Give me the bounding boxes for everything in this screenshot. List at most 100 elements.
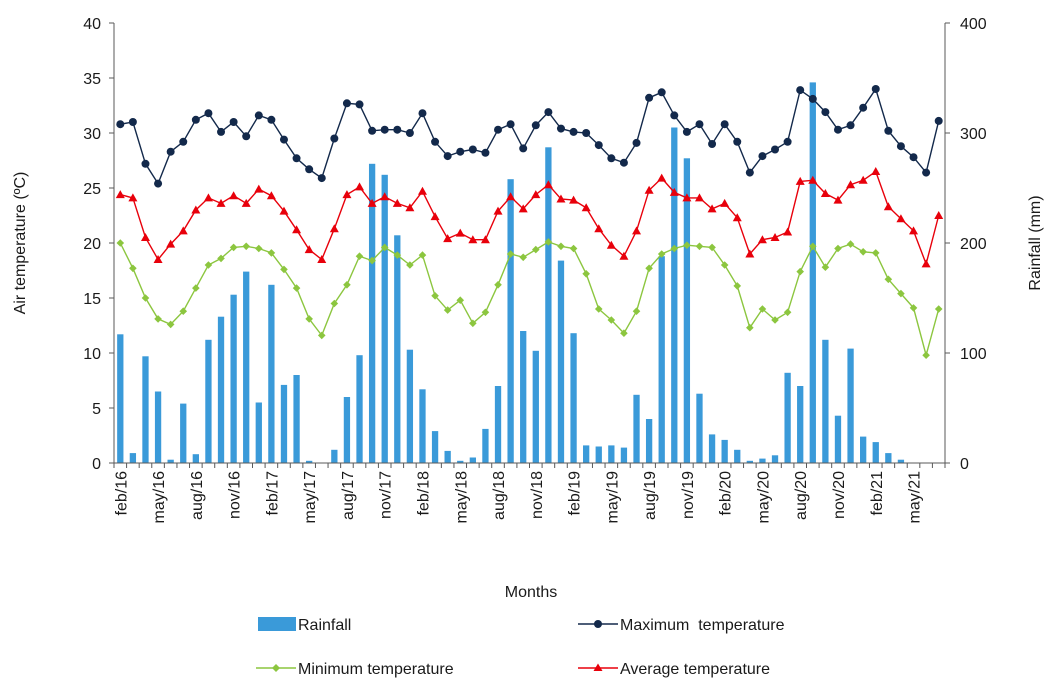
avg-temp-point (669, 187, 679, 196)
rainfall-bar (306, 460, 313, 463)
avg-temp-point (304, 245, 314, 254)
min-temp-point (330, 299, 339, 308)
max-temp-point (292, 154, 301, 163)
avg-temp-point (506, 192, 516, 201)
x-axis-title: Months (505, 584, 557, 601)
avg-temp-point (757, 235, 767, 244)
rainfall-bar (746, 460, 753, 463)
min-temp-point (796, 267, 805, 276)
avg-temp-point (921, 259, 931, 268)
avg-temp-point (720, 198, 730, 207)
max-temp-point (859, 103, 868, 112)
avg-temp-point (619, 251, 629, 260)
x-tick-label: nov/17 (378, 471, 395, 519)
max-temp-point (368, 126, 377, 135)
rainfall-bar (570, 333, 577, 463)
min-temp-point (934, 305, 943, 313)
x-tick-label: feb/19 (567, 471, 584, 516)
legend-label-max-temp: Maximum temperature (620, 617, 785, 634)
min-temp-point (406, 261, 414, 269)
avg-temp-point (820, 189, 830, 197)
max-temp-point (519, 144, 528, 153)
min-temp-point (708, 243, 716, 252)
avg-temp-point (115, 190, 125, 199)
max-temp-point (720, 120, 729, 129)
y-left-tick-label: 5 (92, 401, 101, 418)
min-temp-point (418, 251, 427, 259)
min-temp-point (897, 289, 905, 298)
max-temp-point (708, 140, 717, 148)
min-temp-point (922, 351, 930, 359)
y-left-tick-label: 15 (83, 291, 101, 308)
min-temp-point (695, 242, 704, 251)
rainfall-bar (243, 271, 250, 463)
legend-marker-min-temp (272, 664, 280, 672)
y-axis-left-title: Air temperature (ºC) (12, 172, 29, 315)
max-temp-point (682, 127, 691, 136)
max-temp-point (154, 179, 163, 188)
rainfall-bar (809, 82, 816, 464)
avg-temp-point (455, 228, 465, 237)
y-axis-right-title: Rainfall (mm) (1027, 195, 1044, 290)
avg-temp-point (682, 193, 692, 202)
avg-temp-point (241, 198, 251, 207)
avg-temp-point (858, 175, 868, 184)
avg-temp-point (569, 195, 579, 204)
avg-temp-point (745, 249, 755, 258)
y-left-tick-label: 40 (83, 16, 101, 33)
min-temp-point (657, 250, 666, 258)
avg-temp-point (732, 213, 742, 222)
legend-swatch-rainfall (258, 617, 296, 631)
max-temp-point (733, 137, 742, 146)
rainfall-bar (683, 158, 691, 464)
avg-temp-point (518, 204, 528, 213)
min-temp-point (141, 294, 150, 302)
rainfall-bar (771, 455, 779, 463)
min-temp-point (783, 308, 792, 317)
avg-temp-point (846, 180, 856, 189)
rainfall-bar (280, 384, 288, 463)
rainfall-bar (406, 349, 414, 463)
min-temp-point (355, 252, 364, 260)
max-temp-point (431, 137, 440, 146)
rainfall-bar (129, 453, 137, 463)
temperature-lines (115, 85, 944, 359)
rainfall-bar (520, 331, 527, 463)
max-temp-point (796, 86, 805, 95)
rainfall-bar (343, 397, 351, 463)
min-temp-point (116, 239, 125, 247)
max-temp-point (934, 116, 943, 125)
min-temp-point (531, 245, 540, 254)
max-temp-point (317, 174, 326, 183)
x-tick-label: nov/20 (831, 471, 848, 519)
max-temp-point (531, 121, 540, 130)
y-right-tick-label: 200 (960, 236, 987, 253)
min-temp-point (166, 320, 175, 329)
max-temp-point (116, 120, 125, 129)
avg-temp-point (493, 206, 503, 215)
y-right-tick-label: 0 (960, 456, 969, 473)
legend-item-avg-temp: Average temperature (578, 661, 770, 678)
avg-temp-point (443, 234, 453, 243)
min-temp-point (242, 242, 251, 251)
avg-temp-point (266, 191, 276, 200)
avg-temp-point (153, 255, 163, 263)
avg-temp-point (380, 192, 390, 201)
rainfall-bar (633, 394, 640, 463)
avg-temp-point (191, 205, 201, 214)
max-temp-point (821, 108, 830, 117)
avg-temp-point (367, 198, 377, 207)
min-temp-series (116, 238, 943, 359)
x-tick-label: may/21 (907, 471, 924, 524)
avg-temp-point (430, 212, 440, 221)
legend-label-min-temp: Minimum temperature (298, 661, 454, 678)
max-temp-point (506, 120, 515, 129)
min-temp-point (632, 307, 641, 315)
min-temp-point (494, 281, 502, 289)
min-temp-point (506, 250, 515, 258)
rainfall-bar (142, 356, 149, 463)
x-tick-label: may/16 (151, 471, 168, 524)
x-tick-label: feb/16 (113, 471, 130, 516)
avg-temp-point (833, 195, 843, 204)
rainfall-bar (356, 355, 363, 463)
